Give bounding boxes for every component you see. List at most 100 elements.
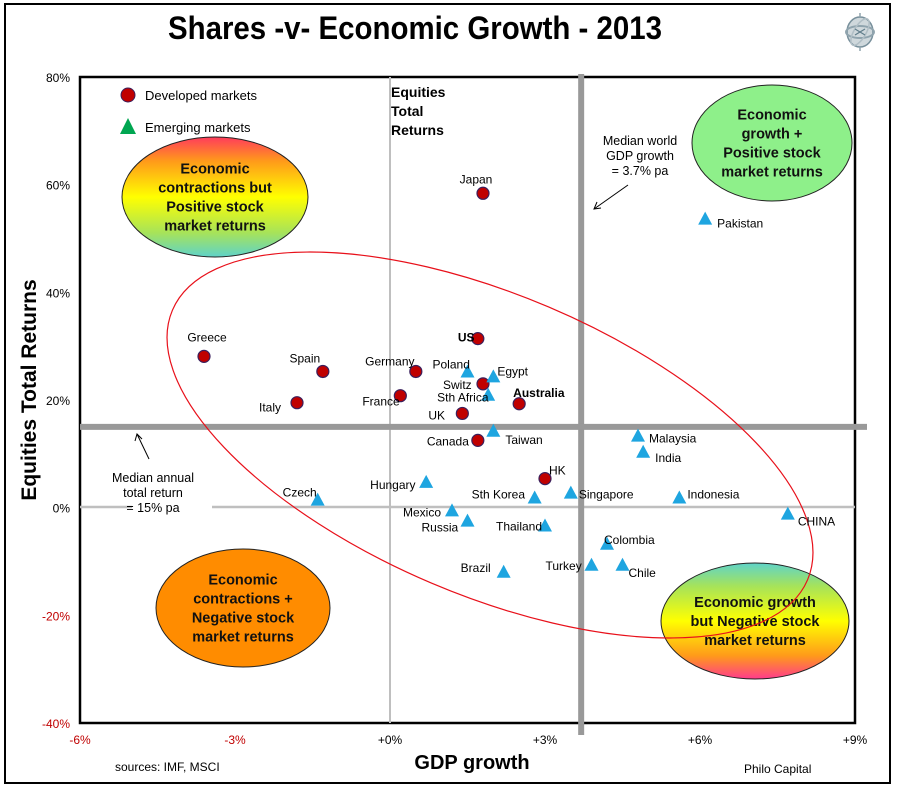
data-point-poland: Poland bbox=[433, 358, 475, 378]
quadrant-bottom-left: Economic contractions + Negative stock mark… bbox=[155, 548, 331, 668]
y-tick-label: -40% bbox=[42, 717, 70, 731]
developed-marker bbox=[538, 471, 552, 486]
point-label: Taiwan bbox=[505, 433, 542, 447]
point-label: Russia bbox=[422, 521, 459, 535]
x-tick-label: -3% bbox=[224, 733, 246, 747]
point-label: Colombia bbox=[604, 533, 655, 547]
point-label: France bbox=[362, 395, 400, 409]
quadrant-text: market returns bbox=[192, 630, 294, 646]
x-axis-label: GDP growth bbox=[414, 752, 529, 774]
data-point-malaysia: Malaysia bbox=[631, 428, 697, 446]
point-label: Malaysia bbox=[649, 432, 697, 446]
quadrant-text: Negative stock bbox=[192, 611, 295, 627]
data-point-italy: Italy bbox=[259, 396, 304, 415]
inner-y-label-line: Equities bbox=[391, 84, 446, 100]
developed-marker bbox=[471, 332, 485, 346]
quadrant-text: Positive stock bbox=[723, 146, 821, 162]
inner-y-label-line: Total bbox=[391, 103, 423, 119]
legend-label: Emerging markets bbox=[145, 120, 251, 135]
quadrant-text: Economic bbox=[208, 573, 277, 589]
y-tick-label: 80% bbox=[46, 71, 70, 85]
quadrant-top-right: Economic growth + Positive stock market ret… bbox=[691, 84, 853, 202]
x-tick-label: +6% bbox=[688, 733, 713, 747]
emerging-marker bbox=[419, 474, 434, 488]
data-point-uk: UK bbox=[428, 406, 469, 422]
legend-label: Developed markets bbox=[145, 88, 257, 103]
point-label: Sth Korea bbox=[472, 488, 526, 502]
emerging-marker bbox=[486, 369, 501, 383]
quadrant-text: Economic bbox=[737, 108, 806, 124]
inner-y-label: Equities Total Returns bbox=[391, 84, 446, 138]
data-point-colombia: Colombia bbox=[600, 533, 655, 550]
data-point-sth-africa: Sth Africa bbox=[437, 387, 496, 405]
developed-marker bbox=[290, 396, 304, 410]
data-point-france: France bbox=[362, 389, 407, 409]
data-point-china: CHINA bbox=[780, 506, 835, 529]
y-tick-label: 60% bbox=[46, 179, 70, 193]
developed-marker bbox=[393, 389, 407, 403]
inner-y-label-line: Returns bbox=[391, 122, 444, 138]
quadrant-text: contractions but bbox=[158, 181, 272, 197]
annotation-line: total return bbox=[123, 486, 183, 500]
data-point-turkey: Turkey bbox=[546, 557, 599, 573]
point-label: Germany bbox=[365, 354, 414, 368]
emerging-marker bbox=[780, 506, 795, 520]
publisher-note: Philo Capital bbox=[744, 762, 811, 776]
annotation-line: = 3.7% pa bbox=[612, 164, 669, 178]
chart-title: Shares -v- Economic Growth - 2013 bbox=[167, 10, 663, 46]
point-label: Sth Africa bbox=[437, 391, 489, 405]
developed-marker bbox=[197, 349, 211, 363]
quadrant-ellipse bbox=[660, 562, 850, 680]
point-label: Greece bbox=[187, 330, 227, 344]
data-point-mexico: Mexico bbox=[403, 503, 459, 519]
point-label: Thailand bbox=[496, 520, 542, 534]
y-tick-label: -20% bbox=[42, 609, 70, 623]
emerging-marker bbox=[481, 387, 496, 401]
emerging-marker bbox=[460, 364, 475, 378]
emerging-marker bbox=[310, 492, 325, 506]
emerging-marker bbox=[460, 513, 475, 527]
quadrant-text: market returns bbox=[721, 165, 823, 181]
quadrant-bottom-right: Economic growth but Negative stock market … bbox=[660, 562, 850, 680]
emerging-marker bbox=[615, 557, 630, 571]
developed-marker bbox=[316, 364, 330, 379]
legend-item: Developed markets bbox=[120, 87, 257, 103]
emerging-marker bbox=[631, 428, 645, 442]
point-label: HK bbox=[549, 464, 566, 478]
emerging-marker bbox=[636, 444, 651, 458]
data-point-canada: Canada bbox=[427, 433, 485, 448]
point-label: Brazil bbox=[461, 561, 491, 575]
point-label: Australia bbox=[513, 386, 565, 400]
arrow-icon bbox=[136, 433, 150, 460]
y-tick-label: 20% bbox=[46, 394, 70, 408]
data-point-russia: Russia bbox=[422, 513, 475, 535]
developed-marker bbox=[476, 377, 490, 391]
emerging-marker bbox=[538, 518, 552, 532]
data-point-greece: Greece bbox=[187, 330, 227, 363]
data-point-hk: HK bbox=[538, 464, 566, 486]
emerging-marker bbox=[698, 211, 713, 225]
quadrant-text: market returns bbox=[704, 633, 806, 649]
data-point-switz: Switz bbox=[443, 377, 490, 392]
quadrant-text: but Negative stock bbox=[691, 614, 821, 630]
data-point-pakistan: Pakistan bbox=[698, 211, 763, 231]
point-label: Japan bbox=[460, 172, 493, 186]
point-label: Switz bbox=[443, 378, 472, 392]
chart-frame bbox=[4, 3, 891, 784]
emerging-marker bbox=[527, 490, 542, 504]
emerging-marker bbox=[445, 503, 459, 517]
x-tick-label: +3% bbox=[533, 733, 558, 747]
arrowhead-icon bbox=[593, 201, 602, 210]
annotation-line: Median world bbox=[603, 134, 677, 148]
point-label: Italy bbox=[259, 401, 281, 415]
emerging-marker bbox=[486, 423, 501, 437]
annotation-line: GDP growth bbox=[606, 149, 674, 163]
median-label-mask bbox=[132, 499, 212, 515]
emerging-marker bbox=[600, 536, 614, 550]
point-label: Chile bbox=[629, 566, 657, 580]
point-label: Hungary bbox=[370, 478, 415, 492]
point-label: Singapore bbox=[579, 488, 634, 502]
cluster-ellipse bbox=[166, 251, 814, 639]
